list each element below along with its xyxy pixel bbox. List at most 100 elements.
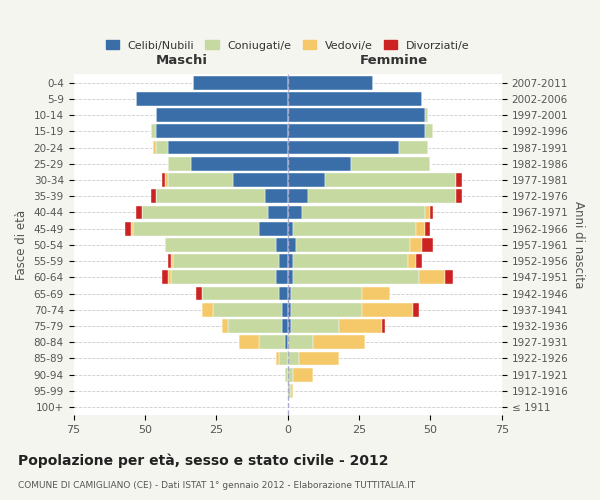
Bar [173, 254, 279, 268]
Bar [154, 140, 157, 154]
Bar [416, 254, 422, 268]
Bar [296, 238, 410, 252]
Bar [422, 238, 433, 252]
Bar [290, 319, 339, 333]
Bar [362, 303, 413, 316]
Bar [202, 286, 279, 300]
Bar [279, 286, 287, 300]
Bar [350, 157, 430, 170]
Bar [287, 270, 293, 284]
Bar [287, 222, 293, 235]
Bar [228, 319, 282, 333]
Bar [202, 303, 214, 316]
Bar [282, 303, 287, 316]
Bar [168, 157, 191, 170]
Bar [287, 173, 325, 187]
Bar [287, 157, 350, 170]
Bar [287, 76, 373, 90]
Bar [293, 254, 407, 268]
Bar [293, 270, 419, 284]
Bar [170, 254, 173, 268]
Bar [290, 303, 362, 316]
Text: Popolazione per età, sesso e stato civile - 2012: Popolazione per età, sesso e stato civil… [18, 454, 389, 468]
Bar [382, 319, 385, 333]
Bar [162, 173, 165, 187]
Bar [287, 92, 422, 106]
Bar [276, 352, 279, 366]
Bar [282, 319, 287, 333]
Bar [425, 124, 433, 138]
Bar [416, 222, 425, 235]
Bar [313, 336, 365, 349]
Bar [287, 108, 425, 122]
Bar [287, 303, 290, 316]
Bar [287, 190, 308, 203]
Bar [165, 238, 276, 252]
Bar [276, 270, 287, 284]
Bar [293, 368, 313, 382]
Bar [151, 190, 157, 203]
Bar [268, 206, 287, 220]
Bar [151, 124, 157, 138]
Bar [287, 254, 293, 268]
Bar [157, 190, 265, 203]
Bar [131, 222, 133, 235]
Bar [287, 140, 399, 154]
Bar [157, 124, 287, 138]
Bar [290, 384, 293, 398]
Bar [133, 222, 259, 235]
Bar [157, 108, 287, 122]
Bar [259, 222, 287, 235]
Bar [413, 303, 419, 316]
Bar [168, 140, 287, 154]
Bar [407, 254, 416, 268]
Bar [287, 319, 290, 333]
Bar [165, 173, 168, 187]
Bar [142, 206, 268, 220]
Bar [287, 336, 313, 349]
Bar [276, 238, 287, 252]
Bar [399, 140, 428, 154]
Bar [285, 336, 287, 349]
Bar [302, 206, 425, 220]
Bar [293, 222, 416, 235]
Bar [233, 173, 287, 187]
Bar [265, 190, 287, 203]
Bar [308, 190, 456, 203]
Legend: Celibi/Nubili, Coniugati/e, Vedovi/e, Divorziati/e: Celibi/Nubili, Coniugati/e, Vedovi/e, Di… [101, 36, 475, 55]
Y-axis label: Anni di nascita: Anni di nascita [572, 201, 585, 288]
Y-axis label: Fasce di età: Fasce di età [15, 210, 28, 280]
Bar [290, 286, 362, 300]
Bar [339, 319, 382, 333]
Bar [136, 92, 287, 106]
Bar [222, 319, 228, 333]
Bar [214, 303, 282, 316]
Bar [287, 238, 296, 252]
Bar [157, 140, 168, 154]
Bar [362, 286, 391, 300]
Bar [287, 124, 425, 138]
Bar [191, 157, 287, 170]
Bar [425, 108, 428, 122]
Bar [170, 270, 276, 284]
Bar [456, 190, 462, 203]
Bar [136, 206, 142, 220]
Bar [445, 270, 454, 284]
Bar [287, 286, 290, 300]
Bar [287, 206, 302, 220]
Bar [425, 206, 430, 220]
Bar [168, 173, 233, 187]
Text: Maschi: Maschi [156, 54, 208, 67]
Bar [285, 368, 287, 382]
Bar [168, 254, 170, 268]
Bar [287, 352, 299, 366]
Bar [425, 222, 430, 235]
Bar [162, 270, 168, 284]
Bar [287, 368, 293, 382]
Bar [193, 76, 287, 90]
Bar [168, 270, 170, 284]
Bar [419, 270, 445, 284]
Bar [125, 222, 131, 235]
Bar [430, 206, 433, 220]
Bar [287, 384, 290, 398]
